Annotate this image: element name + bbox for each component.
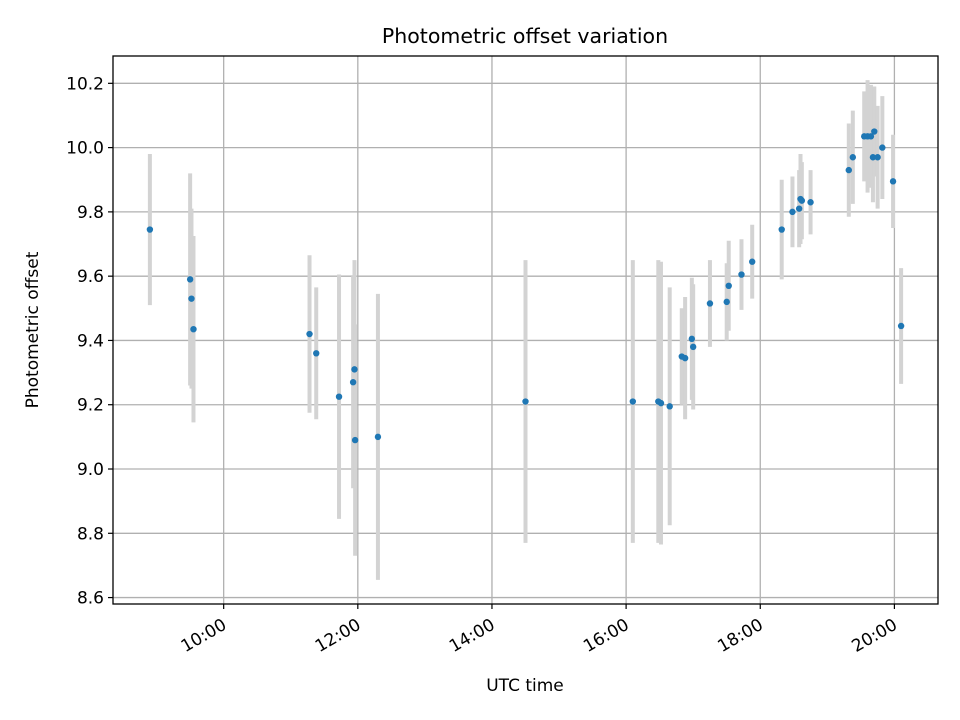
data-point [723,298,730,306]
data-points [146,128,905,444]
data-point [522,398,529,405]
y-tick-label: 8.6 [77,589,104,609]
data-point [849,154,857,161]
data-point [313,350,320,357]
y-tick-label: 8.8 [77,524,104,544]
data-point [845,166,852,174]
data-point [186,276,194,283]
data-point [335,393,343,400]
data-point [629,398,637,405]
data-point [190,325,197,333]
data-point [869,154,877,161]
y-tick-label: 9.4 [77,331,104,351]
data-point [867,133,875,140]
y-tick-label: 9.8 [77,203,104,223]
data-point [351,436,359,444]
data-point [681,354,689,362]
x-axis-label: UTC time [486,676,564,696]
data-point [351,366,358,373]
data-point [738,271,745,278]
data-point [778,226,785,233]
data-point [689,343,697,351]
data-point [889,178,897,185]
data-point [871,128,878,135]
data-point [725,282,732,290]
data-point [879,144,886,151]
data-point [188,295,195,302]
chart-title: Photometric offset variation [382,24,668,48]
y-axis-ticks: 8.6 8.8 9.0 9.2 9.4 9.6 9.8 10.0 10.2 [66,74,113,609]
plot-area-frame [112,55,939,605]
data-point [874,154,881,161]
data-point [666,403,673,410]
data-point [798,197,806,204]
data-point [306,330,313,338]
data-point [789,208,796,216]
data-point [897,322,905,330]
data-point [374,433,382,441]
data-point [146,226,154,233]
y-axis-label: Photometric offset [23,251,43,408]
y-tick-label: 9.6 [77,267,104,287]
data-point [657,399,665,407]
y-tick-label: 9.0 [77,460,104,480]
data-point [349,379,357,386]
data-point [688,335,696,343]
y-tick-label: 9.2 [77,396,104,416]
data-point [749,258,756,265]
data-point [795,205,803,212]
data-point [706,300,714,307]
y-tick-label: 10.0 [66,139,104,159]
data-point [807,199,814,206]
y-tick-label: 10.2 [66,74,104,94]
